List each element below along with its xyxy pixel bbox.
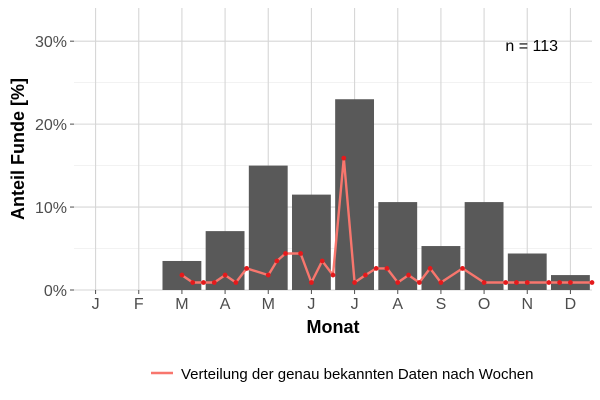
line-series xyxy=(179,155,595,285)
panel-background xyxy=(74,8,592,290)
series-point xyxy=(568,280,573,285)
series-point xyxy=(244,266,250,271)
series-point xyxy=(557,280,563,285)
x-tick-label: M xyxy=(175,296,188,313)
series-point xyxy=(201,280,206,285)
series-point xyxy=(319,258,325,264)
series-point xyxy=(406,272,411,278)
x-tick-label: J xyxy=(92,296,100,313)
x-tick-label: A xyxy=(392,296,403,313)
y-tick-label: 10% xyxy=(35,200,67,217)
x-tick-label: D xyxy=(565,296,577,313)
bar xyxy=(291,194,331,290)
series-point xyxy=(395,280,401,285)
y-tick-label: 0% xyxy=(44,283,67,300)
series-point xyxy=(514,280,519,285)
series-point xyxy=(283,251,288,256)
series-point xyxy=(211,280,217,285)
bar xyxy=(248,165,288,290)
x-axis-title: Monat xyxy=(307,317,360,337)
series-point xyxy=(352,280,357,285)
series-point xyxy=(384,266,390,271)
y-axis-title: Anteil Funde [%] xyxy=(8,78,28,220)
series-point xyxy=(481,280,487,285)
series-point xyxy=(438,280,444,285)
series-point xyxy=(341,155,347,161)
series-point xyxy=(524,280,530,285)
x-tick-label: M xyxy=(262,296,275,313)
legend: Verteilung der genau bekannten Daten nac… xyxy=(151,366,534,383)
series-point xyxy=(362,272,368,278)
series-point xyxy=(222,272,228,278)
legend-label: Verteilung der genau bekannten Daten nac… xyxy=(181,366,534,383)
series-point xyxy=(373,266,379,271)
series-point xyxy=(416,280,422,285)
x-tick-label: S xyxy=(436,296,447,313)
bar xyxy=(464,202,504,290)
series-point xyxy=(589,280,595,285)
series-point xyxy=(274,258,280,264)
series-point xyxy=(460,266,465,271)
series-point xyxy=(233,280,239,285)
y-tick-label: 20% xyxy=(35,117,67,134)
bar xyxy=(205,231,245,290)
y-tick-label: 30% xyxy=(35,34,67,51)
series-point xyxy=(190,280,196,285)
bars xyxy=(162,99,590,290)
series-point xyxy=(179,272,185,278)
sample-size-annotation: n = 113 xyxy=(505,38,558,55)
series-point xyxy=(309,280,314,285)
x-tick-label: N xyxy=(521,296,533,313)
series-point xyxy=(427,266,433,271)
series-point xyxy=(546,280,552,285)
y-axis-ticks: 0% 10% 20% 30% xyxy=(35,34,74,300)
x-tick-label: F xyxy=(134,296,144,313)
x-tick-label: O xyxy=(478,296,490,313)
x-tick-label: J xyxy=(307,296,315,313)
x-tick-label: J xyxy=(351,296,359,313)
x-tick-label: A xyxy=(220,296,231,313)
series-point xyxy=(265,272,271,278)
series-point xyxy=(503,280,509,285)
series-point xyxy=(298,251,304,256)
series-point xyxy=(330,272,336,278)
